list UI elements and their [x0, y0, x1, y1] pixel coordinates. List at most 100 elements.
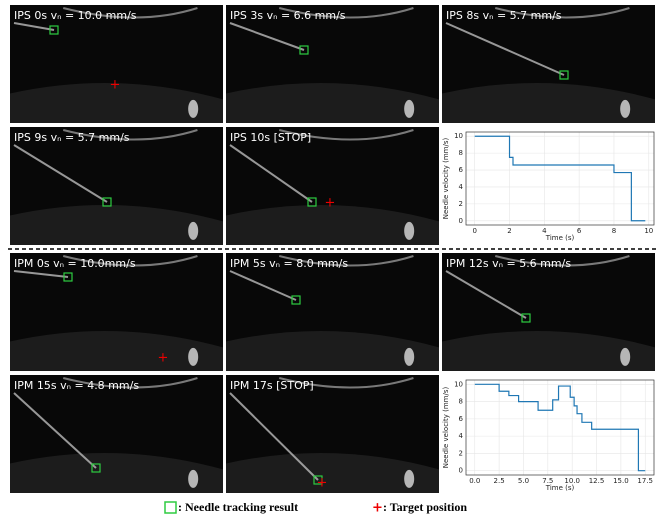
tracking-box [521, 313, 531, 323]
tissue [10, 83, 223, 123]
needle [445, 22, 565, 76]
tissue [442, 83, 655, 123]
tracking-box [307, 197, 317, 207]
x-tick-label: 10 [644, 227, 653, 235]
y-tick-label: 8 [459, 149, 463, 157]
tissue [226, 205, 439, 245]
needle [13, 144, 108, 203]
tissue [226, 331, 439, 371]
tracking-box [299, 45, 309, 55]
plot-frame [465, 131, 655, 226]
tracking-box [102, 197, 112, 207]
panel-label: IPS 0s vₙ = 10.0 mm/s [14, 9, 137, 22]
y-axis-label: Needle velocity (mm/s) [442, 138, 450, 220]
y-tick-label: 4 [459, 183, 464, 191]
x-tick-label: 0.0 [469, 477, 480, 485]
target-cross: + [110, 78, 121, 93]
tracking-box [291, 295, 301, 305]
tissue [10, 453, 223, 493]
y-tick-label: 6 [459, 415, 464, 423]
tracking-box [49, 25, 59, 35]
x-tick-label: 0 [472, 227, 476, 235]
needle [229, 392, 319, 481]
panel-label: IPM 0s vₙ = 10.0mm/s [14, 257, 136, 270]
y-tick-label: 0 [459, 217, 463, 225]
panel-label: IPS 10s [STOP] [230, 131, 311, 144]
y-tick-label: 0 [459, 467, 463, 475]
target-cross: + [158, 351, 169, 366]
probe-arc [63, 7, 198, 19]
bright-spot [620, 99, 631, 118]
tracking-box [313, 475, 323, 485]
panel-label: IPS 9s vₙ = 5.7 mm/s [14, 131, 130, 144]
x-tick-label: 8 [612, 227, 616, 235]
needle [13, 22, 55, 31]
tissue [10, 205, 223, 245]
x-tick-label: 6 [577, 227, 582, 235]
tissue [10, 331, 223, 371]
bright-spot [188, 347, 199, 366]
y-tick-label: 2 [459, 449, 463, 457]
bright-spot [620, 347, 631, 366]
x-tick-label: 2.5 [494, 477, 505, 485]
bright-spot [404, 221, 415, 240]
legend-cross-icon: + [372, 501, 383, 516]
plot-frame [465, 379, 655, 476]
target-cross: + [317, 476, 328, 491]
x-tick-label: 4 [542, 227, 547, 235]
panel-label: IPM 5s vₙ = 8.0 mm/s [230, 257, 348, 270]
panel-label: IPM 17s [STOP] [230, 379, 314, 392]
panel-label: IPS 8s vₙ = 5.7 mm/s [446, 9, 562, 22]
velocity-line [474, 383, 646, 472]
bright-spot [404, 347, 415, 366]
target-cross: + [325, 196, 336, 211]
panel-label: IPM 15s vₙ = 4.8 mm/s [14, 379, 139, 392]
bright-spot [404, 99, 415, 118]
x-tick-label: 17.5 [637, 477, 653, 485]
tissue [226, 453, 439, 493]
x-tick-label: 12.5 [589, 477, 605, 485]
x-tick-label: 5.0 [518, 477, 529, 485]
x-axis-label: Time (s) [545, 234, 575, 242]
tracking-box [91, 463, 101, 473]
y-tick-label: 10 [454, 380, 463, 388]
y-axis-label: Needle velocity (mm/s) [442, 387, 450, 469]
needle [229, 144, 313, 203]
needle [229, 270, 297, 301]
tissue [442, 331, 655, 371]
tracking-box [63, 272, 73, 282]
probe-arc [279, 377, 414, 389]
bright-spot [188, 221, 199, 240]
x-tick-label: 15.0 [613, 477, 629, 485]
legend-box-icon [164, 501, 177, 514]
needle [229, 22, 305, 51]
y-tick-label: 2 [459, 200, 463, 208]
needle [445, 270, 527, 319]
velocity-line [474, 135, 646, 222]
probe-arc [63, 255, 198, 267]
y-tick-label: 10 [454, 132, 463, 140]
bright-spot [404, 469, 415, 488]
legend-target: : Target position [383, 500, 467, 514]
panel-label: IPS 3s vₙ = 6.6 mm/s [230, 9, 346, 22]
probe-arc [279, 255, 414, 267]
tracking-box [559, 70, 569, 80]
needle [13, 270, 69, 278]
y-tick-label: 6 [459, 166, 464, 174]
x-tick-label: 7.5 [542, 477, 553, 485]
probe-arc [63, 377, 198, 389]
x-tick-label: 2 [507, 227, 511, 235]
probe-arc [279, 7, 414, 19]
needle [13, 392, 97, 469]
probe-arc [495, 255, 630, 267]
legend-tracking: : Needle tracking result [178, 500, 298, 514]
probe-arc [279, 129, 414, 141]
y-tick-label: 8 [459, 398, 463, 406]
tissue [226, 83, 439, 123]
bright-spot [188, 99, 199, 118]
y-tick-label: 4 [459, 432, 464, 440]
x-tick-label: 10.0 [564, 477, 580, 485]
probe-arc [495, 7, 630, 19]
